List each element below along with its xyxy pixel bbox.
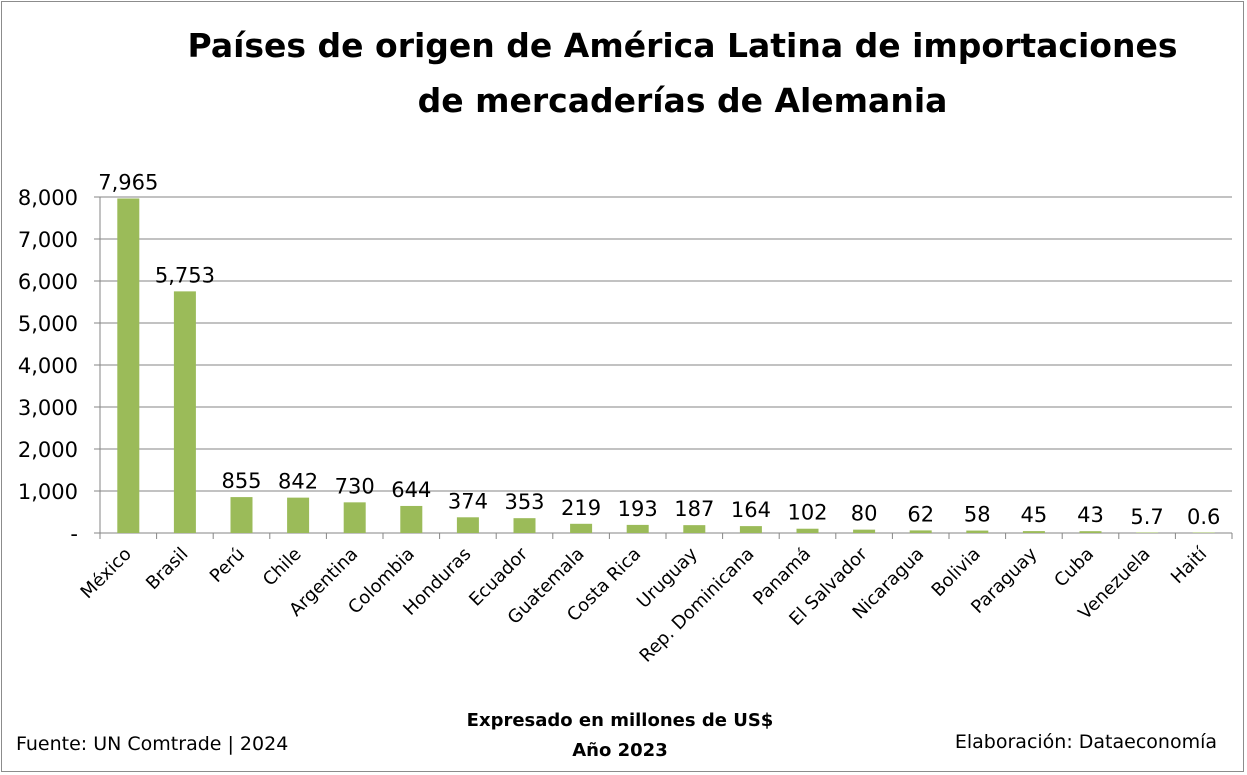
bar [739,526,762,533]
bar [1022,531,1045,533]
category-label: Cuba [1050,544,1098,592]
data-label: 58 [964,503,991,527]
bar [626,524,649,533]
data-label: 62 [907,502,934,526]
y-tick-label: 8,000 [18,186,78,210]
bar [173,291,196,533]
y-tick-label: 2,000 [18,438,78,462]
chart-title-line-2: de mercaderías de Alemania [417,81,948,120]
source-note: Fuente: UN Comtrade | 2024 [16,733,289,755]
bar [796,528,819,533]
chart-title: Países de origen de América Latina de im… [100,18,1247,128]
data-label: 5.7 [1130,505,1163,529]
data-label: 102 [787,501,827,525]
data-label: 164 [731,498,771,522]
data-label: 644 [391,478,431,502]
y-tick-label: 3,000 [18,396,78,420]
y-tick-label: 6,000 [18,270,78,294]
data-label: 730 [335,474,375,498]
bar [343,502,366,533]
data-label: 43 [1077,503,1104,527]
data-label: 842 [278,470,318,494]
bar [513,518,536,533]
bar [683,525,706,533]
y-tick-label: 1,000 [18,480,78,504]
data-label: 193 [618,497,658,521]
data-label: 5,753 [155,263,215,287]
y-tick-label: 4,000 [18,354,78,378]
bar [1136,532,1159,533]
chart-subtitle-line-1: Expresado en millones de US$ [466,710,774,731]
chart-subtitle-line-2: Año 2023 [572,740,668,761]
bar [456,517,479,533]
bar [966,530,989,533]
category-label: Chile [259,544,306,591]
data-label: 353 [504,490,544,514]
category-label: México [77,544,136,603]
data-label: 45 [1021,503,1048,527]
bar [1192,532,1215,533]
bar [570,523,593,533]
bar [853,529,876,533]
bar [230,497,253,533]
data-label: 80 [851,502,878,526]
category-label: Haití [1167,543,1212,588]
bar [1079,531,1102,533]
y-tick-label: 7,000 [18,228,78,252]
data-label: 7,965 [98,170,158,194]
y-tick-label: - [70,522,78,546]
bar [117,198,140,533]
data-label: 855 [221,469,261,493]
data-label: 219 [561,496,601,520]
data-label: 187 [674,497,714,521]
data-label: 374 [448,489,488,513]
y-tick-label: 5,000 [18,312,78,336]
category-label: Perú [206,544,249,587]
category-label: Brasil [142,544,192,594]
bar [287,497,310,533]
credit-note: Elaboración: Dataeconomía [954,731,1217,753]
chart-subtitle: Expresado en millones de US$ Año 2023 [420,706,820,766]
bar [909,530,932,533]
bar [400,505,423,533]
category-label: Bolivia [928,544,985,601]
data-label: 0.6 [1187,505,1220,529]
chart-title-line-1: Países de origen de América Latina de im… [187,26,1178,65]
